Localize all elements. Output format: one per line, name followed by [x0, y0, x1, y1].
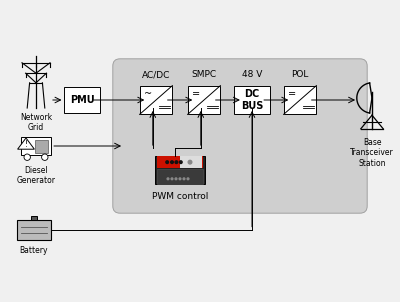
Text: Battery: Battery [20, 246, 48, 255]
Circle shape [188, 160, 192, 164]
Bar [234, 85, 270, 114]
Text: DC
BUS: DC BUS [241, 89, 263, 111]
Circle shape [24, 154, 30, 160]
Text: =: = [288, 89, 296, 99]
Circle shape [180, 161, 182, 163]
Text: ~: ~ [144, 89, 152, 99]
Circle shape [42, 154, 48, 160]
Bar [155, 156, 205, 185]
Text: =: = [192, 89, 200, 99]
Bar [31, 217, 37, 220]
Circle shape [175, 161, 178, 163]
Text: POL: POL [291, 70, 309, 79]
Text: PWM control: PWM control [152, 191, 208, 201]
Circle shape [187, 178, 189, 180]
Circle shape [166, 161, 168, 163]
FancyBboxPatch shape [113, 59, 367, 213]
Bar [188, 85, 220, 114]
Bar [17, 220, 51, 240]
Text: Base
Transceiver
Station: Base Transceiver Station [350, 138, 394, 168]
Circle shape [183, 178, 185, 180]
Bar [140, 85, 172, 114]
Circle shape [171, 161, 173, 163]
Bar [21, 137, 51, 155]
Text: SMPC: SMPC [192, 70, 216, 79]
Text: 48 V: 48 V [242, 70, 262, 79]
Circle shape [167, 178, 169, 180]
Text: PMU: PMU [70, 95, 94, 105]
Circle shape [175, 178, 177, 180]
Bar [284, 85, 316, 114]
Text: !: ! [24, 140, 28, 149]
Bar [35, 140, 48, 153]
Circle shape [171, 178, 173, 180]
Circle shape [179, 178, 181, 180]
Bar [180, 156, 202, 168]
Bar [157, 169, 203, 184]
Polygon shape [18, 138, 34, 149]
Bar [64, 87, 100, 113]
Bar [157, 156, 203, 168]
Text: AC/DC: AC/DC [142, 70, 170, 79]
Text: Diesel
Generator: Diesel Generator [16, 166, 56, 185]
Text: Network
Grid: Network Grid [20, 113, 52, 132]
